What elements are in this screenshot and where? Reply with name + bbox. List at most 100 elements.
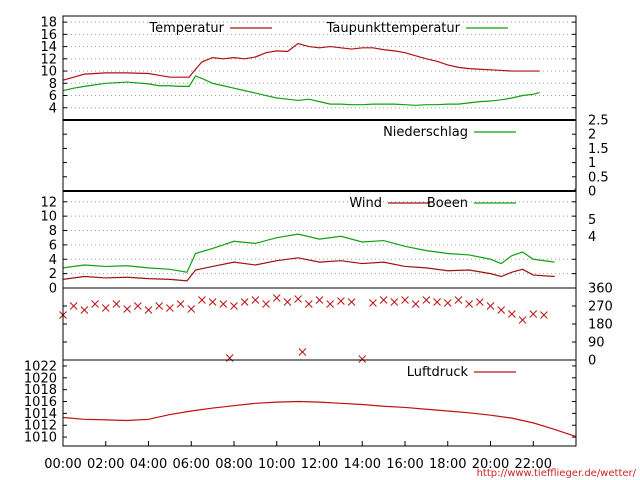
direction-point [101,304,110,312]
ytick-label: 12 [40,195,57,210]
legend-label: Luftdruck [407,365,469,380]
legend-label: Niederschlag [383,125,468,140]
series-line-temp [62,42,540,81]
direction-point [272,294,281,302]
direction-point [422,296,431,304]
panel-wind_direction: 0 90 180 270 360 [59,282,613,369]
panel-frame [62,359,577,447]
panel-frame [62,287,577,361]
direction-point [433,298,441,306]
xtick-label: 08:00 [215,457,252,472]
direction-point [298,348,307,356]
ytick-label: 10 [40,210,57,225]
series-line-gust [62,233,555,273]
direction-point [486,302,495,310]
direction-point [465,300,473,308]
direction-point [379,296,388,304]
ytick-label: 4 [49,101,57,116]
ytick-label: 1016 [24,395,57,410]
direction-point [337,297,345,305]
ytick-label: 2 [588,128,596,143]
ytick-label: 0 [588,185,596,200]
xtick-label: 06:00 [173,457,210,472]
ytick-label: 270 [588,300,613,315]
ytick-label: 1.5 [588,142,609,157]
ytick-label: 1022 [24,359,57,374]
direction-point [294,295,302,303]
panel-precipitation: 00.511.522.5 Niederschlag [62,114,609,200]
direction-point [251,296,260,304]
ytick-label: 0 [49,282,57,297]
direction-point [304,300,313,308]
panel-frame [62,15,577,121]
direction-point [262,300,270,308]
ytick-label: 1 [588,156,596,171]
direction-point [454,296,463,304]
direction-point [187,305,196,313]
direction-point [518,316,527,324]
direction-point [80,306,89,314]
xtick-label: 22:00 [515,457,552,472]
panel-frame [62,119,577,192]
direction-point [497,306,506,314]
xtick-label: 10:00 [258,457,295,472]
ytick-label: 8 [49,224,57,239]
direction-point [401,296,409,304]
xtick-label: 16:00 [386,457,423,472]
ytick-label-right: 4 [588,230,596,245]
direction-point [91,300,99,308]
direction-point [508,310,516,318]
direction-point [198,296,206,304]
ytick-label: 1012 [24,419,57,434]
series-line-wind [62,257,555,282]
direction-point [133,302,142,310]
legend-label: Temperatur [148,21,224,36]
xtick-label: 18:00 [429,457,466,472]
direction-point [176,300,185,308]
direction-point [166,304,174,312]
xtick-label: 12:00 [301,457,338,472]
direction-point [411,300,420,308]
ytick-label: 2.5 [588,114,609,129]
direction-point [369,299,377,307]
direction-point [208,298,217,306]
x-axis: 00:00 02:00 04:00 06:00 08:00 10:00 12:00 14:00… [44,441,552,472]
source-url: http://www.tiefflieger.de/wetter/ [477,468,637,479]
direction-point [283,298,292,306]
ytick-label: 6 [49,238,57,253]
direction-point [326,300,335,308]
direction-point [315,296,324,304]
direction-point [144,306,153,314]
direction-point [112,300,121,308]
ytick-label: 1020 [24,371,57,386]
direction-point [358,355,367,363]
direction-point [443,299,452,307]
legend-label: Taupunkttemperatur [326,21,461,36]
ytick-label: 6 [49,89,57,104]
ytick-label: 1014 [24,407,57,422]
ytick-label: 90 [588,336,605,351]
ytick-label: 360 [588,282,613,297]
ytick-label: 180 [588,318,613,333]
ytick-label: 2 [49,267,57,282]
direction-point [219,300,228,308]
ytick-label-right: 5 [588,213,596,228]
xtick-label: 20:00 [472,457,509,472]
ytick-label: 10 [40,65,57,80]
legend-label: Boeen [427,196,468,211]
direction-point [230,302,238,310]
direction-point [540,311,548,319]
direction-point [529,310,538,318]
direction-point [69,302,78,310]
xtick-label: 00:00 [44,457,81,472]
series-line-pressure [62,400,577,438]
ytick-label: 8 [49,77,57,92]
ytick-label: 0.5 [588,170,609,185]
ytick-label: 12 [40,52,57,67]
ytick-label: 0 [588,354,596,369]
direction-point [390,298,399,306]
ytick-label: 1010 [24,431,57,446]
